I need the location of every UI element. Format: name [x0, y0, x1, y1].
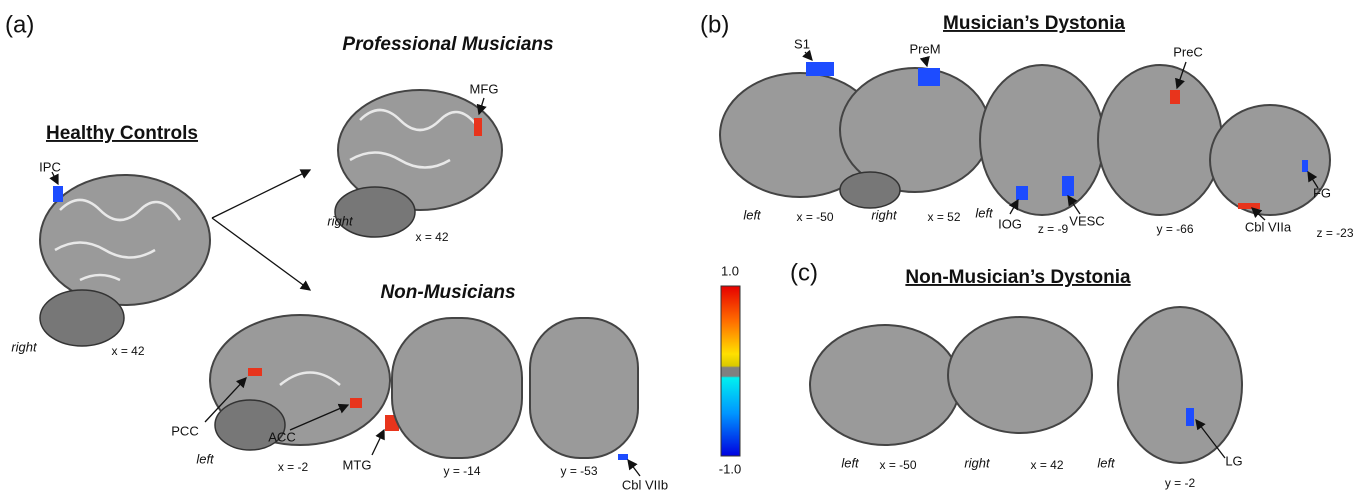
region-label: FG [1313, 185, 1331, 200]
region-label: Cbl VIIa [1245, 219, 1292, 234]
brain-image [335, 90, 502, 237]
brain-image [810, 307, 1242, 463]
colorbar-max: 1.0 [721, 263, 739, 278]
slice-label: x = 52 [927, 210, 960, 224]
side-label: left [743, 207, 762, 222]
panel-title: Non-Musicians [380, 282, 515, 303]
side-label: right [11, 339, 38, 354]
side-label: right [327, 213, 354, 228]
side-label: right [964, 455, 991, 470]
side-label: right [871, 207, 898, 222]
slice-label: x = -50 [796, 210, 833, 224]
panel-title: Non-Musician’s Dystonia [905, 267, 1131, 288]
figure: (a) Healthy Controls IPC right x = 42 Pr… [0, 0, 1363, 492]
panel-label: (c) [790, 259, 818, 286]
slice-label: y = -14 [443, 464, 480, 478]
slice-label: z = -9 [1038, 222, 1069, 236]
region-label: ACC [268, 429, 295, 444]
side-label: left [975, 205, 994, 220]
region-label: PCC [171, 423, 198, 438]
slice-label: x = 42 [1030, 458, 1063, 472]
region-label: MTG [343, 457, 372, 472]
slice-label: x = 42 [111, 344, 144, 358]
slice-label: y = -66 [1156, 222, 1193, 236]
region-label: IOG [998, 216, 1022, 231]
panel-title: Musician’s Dystonia [943, 13, 1125, 34]
side-label: left [1097, 455, 1116, 470]
side-label: left [196, 451, 215, 466]
brain-image [40, 175, 210, 346]
region-label: Cbl VIIb [622, 477, 668, 492]
colorbar [721, 286, 740, 456]
panel-label: (a) [5, 11, 34, 38]
slice-label: x = -50 [879, 458, 916, 472]
panel-title: Healthy Controls [46, 123, 198, 144]
slice-label: y = -53 [560, 464, 597, 478]
colorbar-min: -1.0 [719, 461, 741, 476]
panel-title: Professional Musicians [342, 34, 553, 55]
slice-label: z = -23 [1316, 226, 1353, 240]
region-label: VESC [1069, 213, 1104, 228]
slice-label: x = -2 [278, 460, 309, 474]
panel-label: (b) [700, 11, 729, 38]
region-label: LG [1225, 453, 1242, 468]
region-label: PreC [1173, 44, 1203, 59]
side-label: left [841, 455, 860, 470]
region-label: PreM [909, 41, 940, 56]
slice-label: y = -2 [1165, 476, 1196, 490]
slice-label: x = 42 [415, 230, 448, 244]
region-label: IPC [39, 159, 61, 174]
region-label: S1 [794, 36, 810, 51]
brain-image [720, 62, 1330, 215]
region-label: MFG [470, 81, 499, 96]
